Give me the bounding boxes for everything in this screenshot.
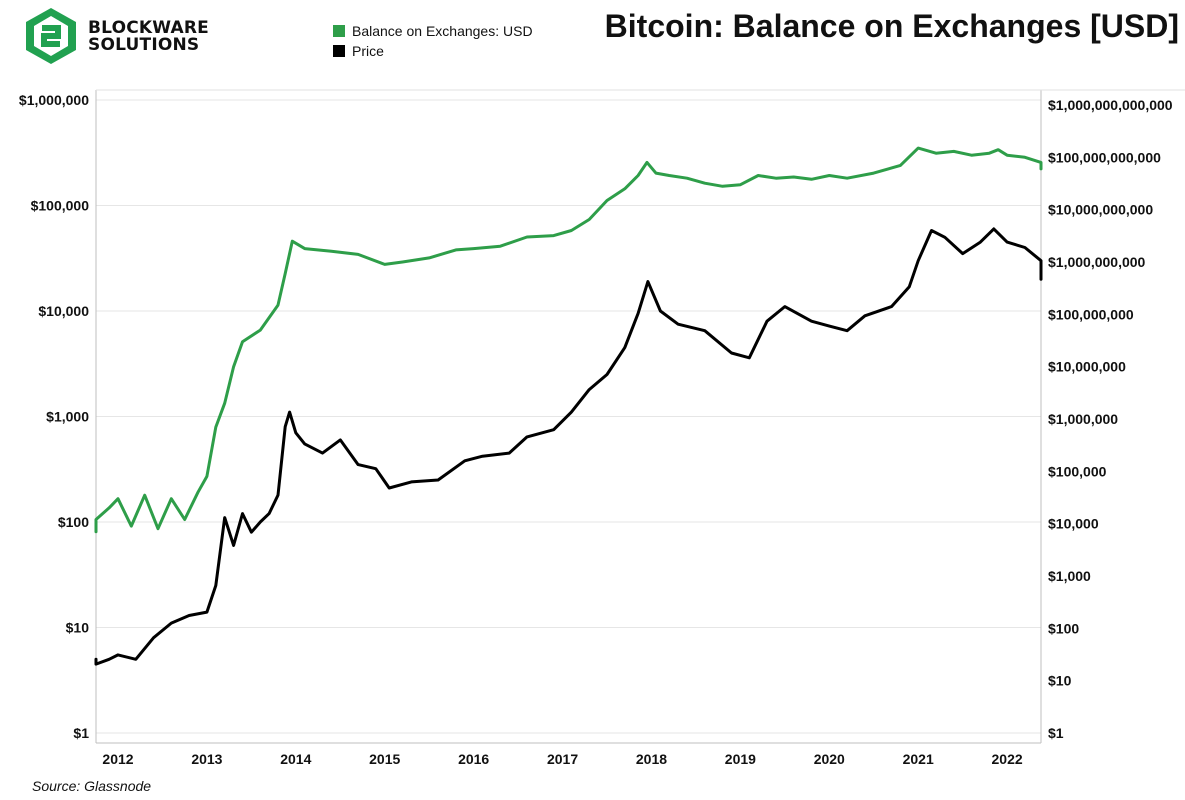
right-tick-label: $10,000: [1048, 516, 1099, 532]
right-tick-label: $100,000,000: [1048, 306, 1134, 322]
x-tick-label: 2013: [191, 751, 222, 767]
right-tick-label: $100,000: [1048, 463, 1107, 479]
left-tick-label: $100,000: [31, 198, 90, 214]
left-tick-label: $1,000: [46, 409, 89, 425]
chart-title: Bitcoin: Balance on Exchanges [USD]: [604, 8, 1179, 44]
right-tick-label: $10,000,000,000: [1048, 202, 1153, 218]
left-tick-label: $100: [58, 514, 89, 530]
right-tick-label: $1,000,000,000: [1048, 254, 1146, 270]
x-axis-ticks: 2012 2013 2014 2015 2016 2017 2018 2019 2020 2021…: [102, 751, 1022, 767]
right-tick-label: $1,000,000: [1048, 411, 1118, 427]
x-tick-label: 2014: [280, 751, 311, 767]
x-tick-label: 2022: [992, 751, 1023, 767]
brand-name: BLOCKWARE SOLUTIONS: [88, 20, 209, 54]
x-tick-label: 2015: [369, 751, 400, 767]
legend-item-price: Price: [333, 41, 533, 61]
brand-logo: BLOCKWARE SOLUTIONS: [22, 6, 222, 70]
x-tick-label: 2012: [102, 751, 133, 767]
left-tick-label: $10: [66, 620, 90, 636]
brand-line2: SOLUTIONS: [88, 35, 200, 55]
x-tick-label: 2021: [903, 751, 934, 767]
x-tick-label: 2019: [725, 751, 756, 767]
right-tick-label: $1,000: [1048, 568, 1091, 584]
right-tick-label: $10,000,000: [1048, 359, 1126, 375]
left-tick-label: $10,000: [38, 303, 89, 319]
brand-line1: BLOCKWARE: [88, 18, 209, 38]
left-tick-label: $1,000,000: [19, 92, 89, 108]
gridlines: [96, 99, 1041, 734]
x-tick-label: 2017: [547, 751, 578, 767]
right-tick-label: $100: [1048, 620, 1079, 636]
x-tick-label: 2016: [458, 751, 489, 767]
left-axis-ticks: $1 $10 $100 $1,000 $10,000 $100,000 $1,000,000: [19, 92, 89, 741]
legend-swatch-price: [333, 45, 345, 57]
series-lines: [94, 146, 1043, 666]
right-tick-label: $1: [1048, 725, 1064, 741]
right-tick-label: $1,000,000,000,000: [1048, 97, 1173, 113]
right-tick-label: $100,000,000,000: [1048, 149, 1161, 165]
right-axis-ticks: $1 $10 $100 $1,000 $10,000 $100,000 $1,000,000…: [1048, 97, 1173, 741]
x-tick-label: 2018: [636, 751, 667, 767]
left-tick-label: $1: [73, 725, 89, 741]
right-tick-label: $10: [1048, 673, 1072, 689]
series-balance-line: [94, 146, 1043, 534]
series-price-line: [94, 227, 1043, 666]
legend: Balance on Exchanges: USD Price: [333, 21, 533, 61]
blockware-logo-icon: [26, 8, 76, 64]
legend-swatch-balance: [333, 25, 345, 37]
legend-label-price: Price: [352, 43, 384, 59]
source-note: Source: Glassnode: [32, 778, 152, 794]
x-tick-label: 2020: [814, 751, 845, 767]
legend-item-balance: Balance on Exchanges: USD: [333, 21, 533, 41]
legend-label-balance: Balance on Exchanges: USD: [352, 23, 533, 39]
